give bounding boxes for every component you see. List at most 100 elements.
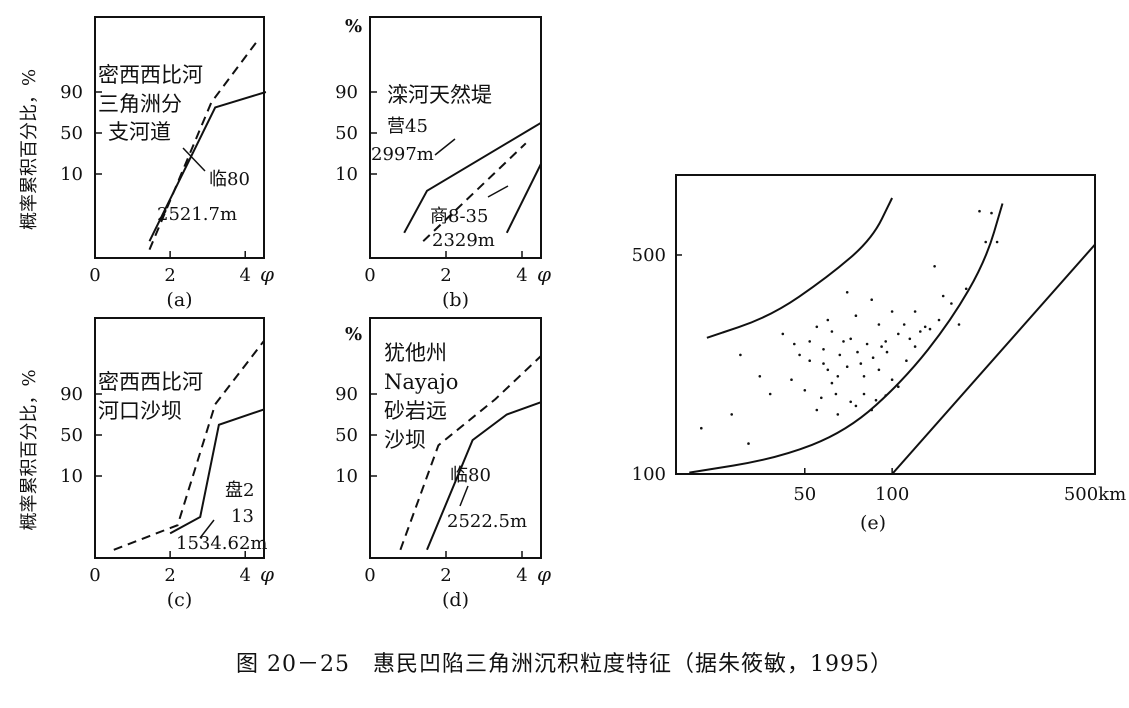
panel-d-ytick-label: 50 xyxy=(335,425,358,446)
panel-e-xtick-label: 500km xyxy=(1064,484,1126,505)
panel-e-upper-boundary xyxy=(706,197,893,339)
panel-e-scatter-point xyxy=(877,368,881,372)
panel-c-sample-label: 盘2 xyxy=(225,480,254,501)
panel-c-series-dashed-line xyxy=(113,340,265,551)
panel-e-scatter-point xyxy=(798,353,801,357)
panel-a-series-solid-line xyxy=(148,91,267,242)
panel-d-x-unit: φ xyxy=(537,562,551,586)
panel-e-scatter-point xyxy=(890,310,894,313)
panel-e-scatter-point xyxy=(913,310,917,313)
panel-b-annotation: 滦河天然堤 xyxy=(387,83,492,107)
panel-e-scatter-point xyxy=(908,337,912,341)
panel-e-scatter-point xyxy=(822,348,825,351)
panel-a-sample-label: 临80 xyxy=(209,169,250,190)
panel-c-annotation: 河口沙坝 xyxy=(98,399,182,423)
panel-e-diagonal-line xyxy=(891,243,1095,474)
panel-d-sample-label: 临80 xyxy=(450,465,491,486)
panel-e-scatter-point xyxy=(845,365,849,369)
panel-b-xtick-label: 0 xyxy=(364,265,375,286)
panel-e-scatter-point xyxy=(834,392,838,396)
panel-e-scatter-point xyxy=(862,375,866,378)
panel-e-scatter-point xyxy=(826,368,830,372)
panel-b-sample-label: 营45 xyxy=(387,116,428,137)
panel-d-sample-label: 2522.5m xyxy=(447,511,527,532)
panel-d-xtick-label: 0 xyxy=(364,565,375,586)
panel-b-xtick-label: 4 xyxy=(516,265,527,286)
panel-b-leader xyxy=(487,185,509,198)
panel-e-scatter-point xyxy=(874,398,878,402)
panel-e-scatter-point xyxy=(913,345,917,348)
panel-e-scatter-point xyxy=(919,330,922,333)
panel-d-ytick-label: 90 xyxy=(335,384,358,405)
panel-e-ytick-label: 500 xyxy=(632,245,666,266)
panel-d-annotation: Nayajo xyxy=(384,370,458,394)
panel-c-ylabel: 概率累积百分比，% xyxy=(19,369,40,530)
panel-c-x-unit: φ xyxy=(260,562,274,586)
panel-e-scatter-point xyxy=(902,323,906,326)
panel-d-ytick-label: 10 xyxy=(335,466,358,487)
panel-d-series-dashed-line xyxy=(399,355,542,551)
panel-e-scatter-point xyxy=(836,375,840,378)
panel-e-scatter-point xyxy=(849,337,852,341)
panel-e-scatter-point xyxy=(845,291,849,294)
panel-e-scatter-point xyxy=(826,318,830,322)
panel-e-scatter-point xyxy=(884,394,887,397)
panel-e-scatter-point xyxy=(854,314,858,318)
panel-e-scatter-point xyxy=(941,294,945,298)
panel-b-label: (b) xyxy=(442,289,469,311)
panel-e-scatter-point xyxy=(856,350,859,354)
panel-c-xtick-label: 4 xyxy=(239,565,250,586)
panel-e-scatter-point xyxy=(877,323,881,326)
panel-e-label: (e) xyxy=(860,512,886,534)
panel-c-xtick-label: 2 xyxy=(164,565,175,586)
panel-e-frame xyxy=(675,174,1096,475)
panel-e-scatter-point xyxy=(859,362,863,365)
figure-caption: 图 20－25 惠民凹陷三角洲沉积粒度特征（据朱筱敏，1995） xyxy=(236,652,893,677)
panel-e-scatter-point xyxy=(781,332,785,336)
panel-e-scatter-point xyxy=(865,342,869,346)
panel-b-sample-label: 2329m xyxy=(432,230,495,251)
panel-d-leader xyxy=(459,485,469,507)
panel-e-scatter-point xyxy=(995,240,999,244)
panel-b-x-unit: φ xyxy=(537,262,551,286)
panel-e-scatter-point xyxy=(870,408,873,412)
panel-a-xtick-label: 2 xyxy=(164,265,175,286)
panel-d-frame xyxy=(369,317,542,559)
panel-e-scatter-point xyxy=(957,323,961,326)
panel-c-label: (c) xyxy=(167,589,192,611)
panel-b-sample-label: 2997m xyxy=(371,144,434,165)
panel-e-scatter-point xyxy=(793,342,796,346)
panel-e-scatter-point xyxy=(984,240,987,244)
panel-b-ytick-label: 10 xyxy=(335,164,358,185)
panel-e-scatter-point xyxy=(730,413,733,416)
panel-e-scatter-point xyxy=(790,378,793,382)
panel-d-annotation: 犹他州 xyxy=(384,341,447,365)
panel-b-y-unit: % xyxy=(345,16,362,37)
panel-e-scatter-point xyxy=(830,381,834,385)
panel-e-scatter-point xyxy=(815,408,819,412)
panel-d-xtick-label: 4 xyxy=(516,565,527,586)
panel-e-scatter-point xyxy=(836,413,840,416)
panel-b-series-solid-line xyxy=(505,163,542,234)
panel-e-xtick-label: 50 xyxy=(793,484,816,505)
panel-c-leader xyxy=(199,519,215,539)
panel-e-scatter-point xyxy=(747,442,750,445)
panel-e-ytick-label: 100 xyxy=(632,464,666,485)
panel-a-label: (a) xyxy=(166,289,192,311)
panel-c-sample-label: 1534.62m xyxy=(176,533,268,554)
panel-e-scatter-point xyxy=(885,350,889,354)
panel-a-ytick-label: 90 xyxy=(60,82,83,103)
panel-b-series-solid-line xyxy=(403,121,542,234)
panel-b-leader xyxy=(434,138,456,156)
panel-b-ytick-label: 90 xyxy=(335,82,358,103)
panel-c-ytick-label: 10 xyxy=(60,466,83,487)
panel-e-scatter-point xyxy=(830,330,834,333)
panel-a-ylabel: 概率累积百分比，% xyxy=(19,69,40,230)
panel-d-annotation: 砂岩远 xyxy=(384,399,447,423)
panel-e-lower-boundary xyxy=(689,203,1004,474)
panel-e-scatter-point xyxy=(870,298,873,302)
panel-e-scatter-point xyxy=(923,325,927,329)
panel-e-xtick-label: 100 xyxy=(875,484,909,505)
panel-e-scatter-point xyxy=(990,211,993,215)
